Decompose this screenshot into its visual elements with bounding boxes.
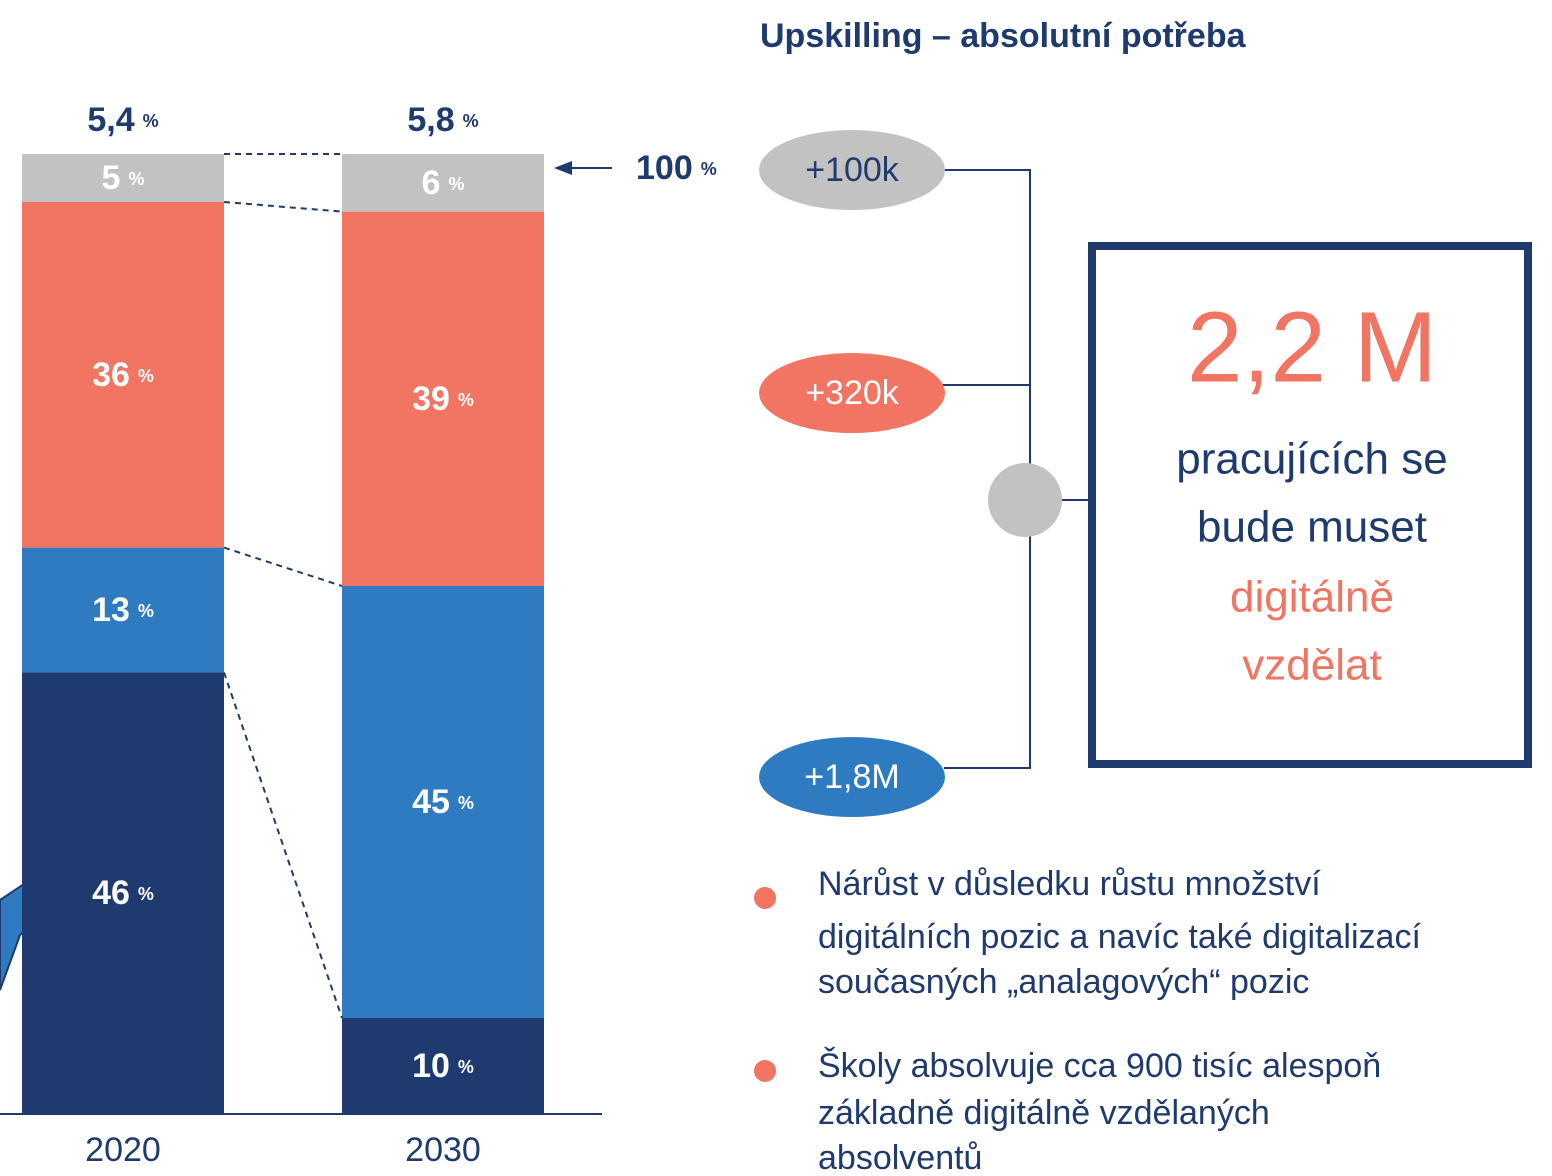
bubble-label: +320k [805,374,900,412]
box-text: bude muset [1197,503,1427,552]
chart: Upskilling – absolutní potřeba +100k +32… [0,0,1552,1176]
bullet-text: současných „analagových“ pozic [818,963,1309,1001]
reference-label: 100% [636,149,717,187]
bubble-label: +1,8M [804,758,899,796]
value: 5,8 [407,101,454,139]
bullet-text: digitálních pozic a navíc také digitaliz… [818,918,1421,956]
unit: % [701,159,717,179]
bullet-dot [754,1060,776,1082]
box-text: vzdělat [1242,641,1381,690]
unit: % [138,366,154,386]
unit: % [458,390,474,410]
unit: % [143,111,159,131]
connector [224,548,342,586]
value: 5,4 [87,101,134,139]
box-text: pracujících se [1176,435,1447,484]
x-tick-label: 2030 [405,1131,481,1169]
top-label: 5,4% [87,101,158,139]
unit: % [458,793,474,813]
bar-segment [342,154,544,212]
bullet-dot [754,887,776,909]
value: 45 [412,783,450,821]
unit: % [458,1057,474,1077]
bullet-text: Školy absolvuje cca 900 tisíc alespoň [818,1047,1381,1085]
unit: % [128,169,144,189]
hub [988,463,1062,537]
reference-value: 100 [636,149,693,187]
unit: % [448,174,464,194]
bar-segment [22,154,224,202]
value: 36 [92,356,130,394]
bullet-text: Nárůst v důsledku růstu množství [818,865,1321,903]
unit: % [138,601,154,621]
box-text: digitálně [1230,573,1394,622]
top-label: 5,8% [407,101,478,139]
value: 39 [412,380,450,418]
value: 10 [412,1047,450,1085]
unit: % [138,884,154,904]
page: Upskilling – absolutní potřeba +100k +32… [0,0,1552,1176]
value: 6 [422,164,441,202]
bullet-text: základně digitálně vzdělaných [818,1094,1270,1132]
box-number: 2,2 M [1187,291,1437,403]
connector [224,672,342,1018]
bubble-label: +100k [805,151,900,189]
arrow-head [554,161,572,175]
value: 13 [92,591,130,629]
unit: % [463,111,479,131]
title: Upskilling – absolutní potřeba [760,17,1247,55]
bullet-text: absolventů [818,1139,982,1176]
connector [224,202,342,212]
value: 46 [92,874,130,912]
x-tick-label: 2020 [85,1131,161,1169]
value: 5 [102,159,121,197]
